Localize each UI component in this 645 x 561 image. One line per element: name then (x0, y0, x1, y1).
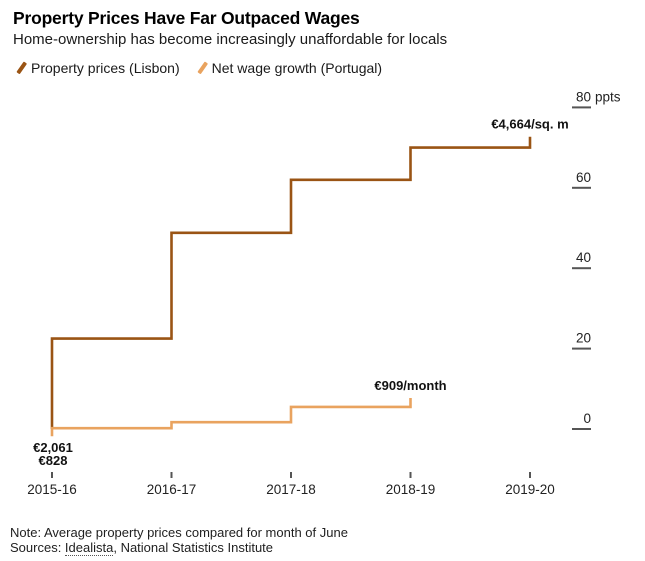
y-axis-tick-label: 40 (576, 250, 591, 265)
start-value-label-property-prices: €2,061 (33, 440, 73, 455)
y-axis-tick-label: 0 (583, 411, 591, 426)
chart-canvas: 0 20 40 60 80 ppts 2015-16 2016-17 2017-18 2018-1… (27, 89, 621, 497)
chart-note: Note: Average property prices compared f… (10, 525, 348, 540)
chart-footer: Note: Average property prices compared f… (10, 525, 348, 556)
x-axis-tick (529, 472, 531, 478)
chart-subtitle: Home-ownership has become increasingly u… (13, 31, 448, 48)
net-wage-growth-line-marker-icon (196, 61, 208, 75)
legend-item-property-prices: Property prices (Lisbon) (13, 60, 180, 76)
y-axis-tick (572, 186, 591, 189)
chart-sources: Sources: Idealista, National Statistics … (10, 540, 348, 556)
y-axis-tick-label: 20 (576, 331, 591, 346)
x-axis-tick (290, 472, 292, 478)
start-value-label-net-wage-growth: €828 (39, 453, 68, 468)
property-prices-line-marker-icon (16, 61, 27, 75)
sources-suffix: , National Statistics Institute (113, 540, 274, 555)
y-axis-tick-label: 60 (576, 170, 591, 185)
x-axis-tick-label: 2016-17 (147, 482, 197, 497)
x-axis-tick-label: 2017-18 (266, 482, 316, 497)
x-axis-tick-label: 2015-16 (27, 482, 77, 497)
legend-label-net-wage-growth: Net wage growth (Portugal) (211, 60, 383, 76)
y-axis-tick (572, 347, 591, 350)
y-axis-tick-label: 80 (576, 89, 591, 104)
legend: Property prices (Lisbon) Net wage growth… (13, 60, 382, 76)
chart-area: 0 20 40 60 80 ppts 2015-16 2016-17 2017-18 2018-1… (0, 85, 645, 505)
y-axis-tick (572, 428, 591, 430)
x-axis-tick (170, 472, 173, 478)
series-path-property-prices (50, 136, 532, 429)
y-axis-tick (572, 106, 591, 109)
y-axis-unit-label: ppts (595, 89, 621, 104)
legend-label-property-prices: Property prices (Lisbon) (31, 60, 180, 76)
end-value-label-net-wage-growth: €909/month (374, 378, 446, 393)
y-axis-tick (572, 267, 591, 270)
x-axis-tick (409, 472, 412, 478)
chart-title: Property Prices Have Far Outpaced Wages (13, 8, 360, 28)
x-axis-tick (51, 472, 53, 478)
x-axis-tick-label: 2018-19 (386, 482, 436, 497)
x-axis-tick-label: 2019-20 (505, 482, 555, 497)
sources-prefix: Sources: (10, 540, 65, 555)
series-path-net-wage-growth (50, 398, 412, 437)
end-value-label-property-prices: €4,664/sq. m (491, 117, 568, 132)
legend-item-net-wage-growth: Net wage growth (Portugal) (194, 60, 382, 76)
source-link-idealista[interactable]: Idealista (64, 540, 114, 556)
